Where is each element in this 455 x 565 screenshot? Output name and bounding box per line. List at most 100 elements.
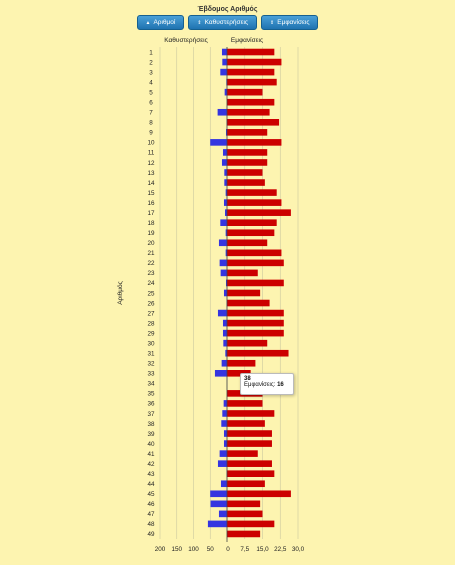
x-tick-label: 150 <box>171 546 182 553</box>
category-label: 44 <box>147 481 155 488</box>
right-series-title: Εμφανίσεις <box>231 36 263 44</box>
category-label: 49 <box>147 531 155 538</box>
category-label: 9 <box>149 130 153 137</box>
delay-bar <box>225 249 227 257</box>
appearance-bar <box>227 410 275 417</box>
delay-bar <box>224 179 227 186</box>
x-tick-label: 22,5 <box>274 546 287 553</box>
delay-bar <box>223 440 227 447</box>
category-label: 41 <box>147 451 155 458</box>
sort-updown-icon: ⇕ <box>197 19 202 26</box>
appearance-bar <box>227 510 263 518</box>
sort-by-appearances-button[interactable]: ⇕ Εμφανίσεις <box>261 15 319 30</box>
delay-bar <box>221 359 227 367</box>
sort-by-delays-label: Καθυστερήσεις <box>204 19 249 26</box>
appearance-bar <box>227 490 291 498</box>
delay-bar <box>225 229 227 237</box>
delay-bar <box>222 149 227 156</box>
delay-bar <box>220 68 227 76</box>
appearance-bar <box>227 289 261 297</box>
category-label: 12 <box>147 160 155 167</box>
category-label: 4 <box>149 79 153 86</box>
category-label: 18 <box>147 220 155 227</box>
category-label: 45 <box>147 491 155 498</box>
appearance-bar <box>227 139 282 146</box>
appearance-bar <box>227 319 284 327</box>
delay-bar <box>219 259 227 267</box>
category-label: 6 <box>149 100 153 107</box>
sort-by-number-button[interactable]: ▲ Αριθμοί <box>136 15 185 30</box>
category-label: 8 <box>149 120 153 127</box>
delay-bar <box>220 219 227 226</box>
appearance-bar <box>227 440 272 447</box>
delay-bar <box>221 159 227 166</box>
appearance-bar <box>227 179 265 186</box>
x-tick-label: 100 <box>188 546 199 553</box>
delay-bar <box>223 339 227 347</box>
delay-bar <box>219 450 227 457</box>
appearance-bar <box>227 159 268 166</box>
x-tick-label: 50 <box>207 546 215 553</box>
delay-bar <box>225 129 227 136</box>
delay-bar <box>220 480 227 488</box>
appearance-bar <box>227 329 284 337</box>
category-label: 5 <box>149 89 153 96</box>
category-label: 35 <box>147 391 155 398</box>
delay-bar <box>225 189 227 196</box>
tooltip-label: Εμφανίσεις: <box>244 382 276 388</box>
appearance-bar <box>227 500 261 508</box>
appearance-bar <box>227 460 272 467</box>
category-label: 14 <box>147 180 155 187</box>
category-label: 21 <box>147 250 155 257</box>
delay-bar <box>221 420 227 427</box>
category-label: 36 <box>147 401 155 408</box>
delay-bar <box>223 199 227 206</box>
x-tick-label: 7,5 <box>240 546 249 553</box>
tooltip-number: 38 <box>244 376 251 382</box>
appearance-bar <box>227 199 282 206</box>
delay-bar <box>223 430 227 437</box>
category-label: 11 <box>148 150 155 157</box>
delay-bar <box>207 520 227 528</box>
category-label: 19 <box>147 230 155 237</box>
appearance-bar <box>227 119 280 126</box>
tooltip-line: Εμφανίσεις: 16 <box>244 382 290 388</box>
delay-bar <box>222 410 227 417</box>
x-tick-label: 15,0 <box>256 546 269 553</box>
delay-bar <box>225 279 227 287</box>
delay-bar <box>223 289 227 297</box>
tooltip-value: 16 <box>277 382 284 388</box>
appearance-bar <box>227 98 275 106</box>
category-label: 7 <box>149 110 153 117</box>
appearance-bar <box>227 359 256 367</box>
category-label: 20 <box>147 240 155 247</box>
delay-bar <box>210 500 227 508</box>
delay-bar <box>217 460 227 467</box>
appearance-bar <box>227 299 270 307</box>
appearance-bar <box>227 239 268 247</box>
category-label: 23 <box>147 270 155 277</box>
appearance-bar <box>227 88 263 96</box>
delay-bar <box>224 169 227 176</box>
appearance-bar <box>227 269 258 277</box>
appearance-bar <box>227 480 265 488</box>
category-label: 39 <box>147 431 155 438</box>
category-label: 1 <box>149 49 153 56</box>
sort-updown-icon: ⇕ <box>270 19 275 26</box>
appearance-bar <box>227 219 277 226</box>
category-label: 28 <box>147 320 155 327</box>
delay-bar <box>217 108 227 116</box>
sort-by-delays-button[interactable]: ⇕ Καθυστερήσεις <box>188 15 258 30</box>
category-label: 13 <box>147 170 155 177</box>
appearance-bar <box>227 259 284 267</box>
appearance-bar <box>227 520 275 528</box>
appearance-bar <box>227 400 263 407</box>
delay-bar <box>218 239 227 247</box>
appearance-bar <box>227 470 275 477</box>
category-label: 27 <box>147 310 155 317</box>
category-label: 2 <box>149 59 153 66</box>
category-label: 29 <box>147 330 155 337</box>
appearance-bar <box>227 68 275 76</box>
appearance-bar <box>227 530 261 538</box>
